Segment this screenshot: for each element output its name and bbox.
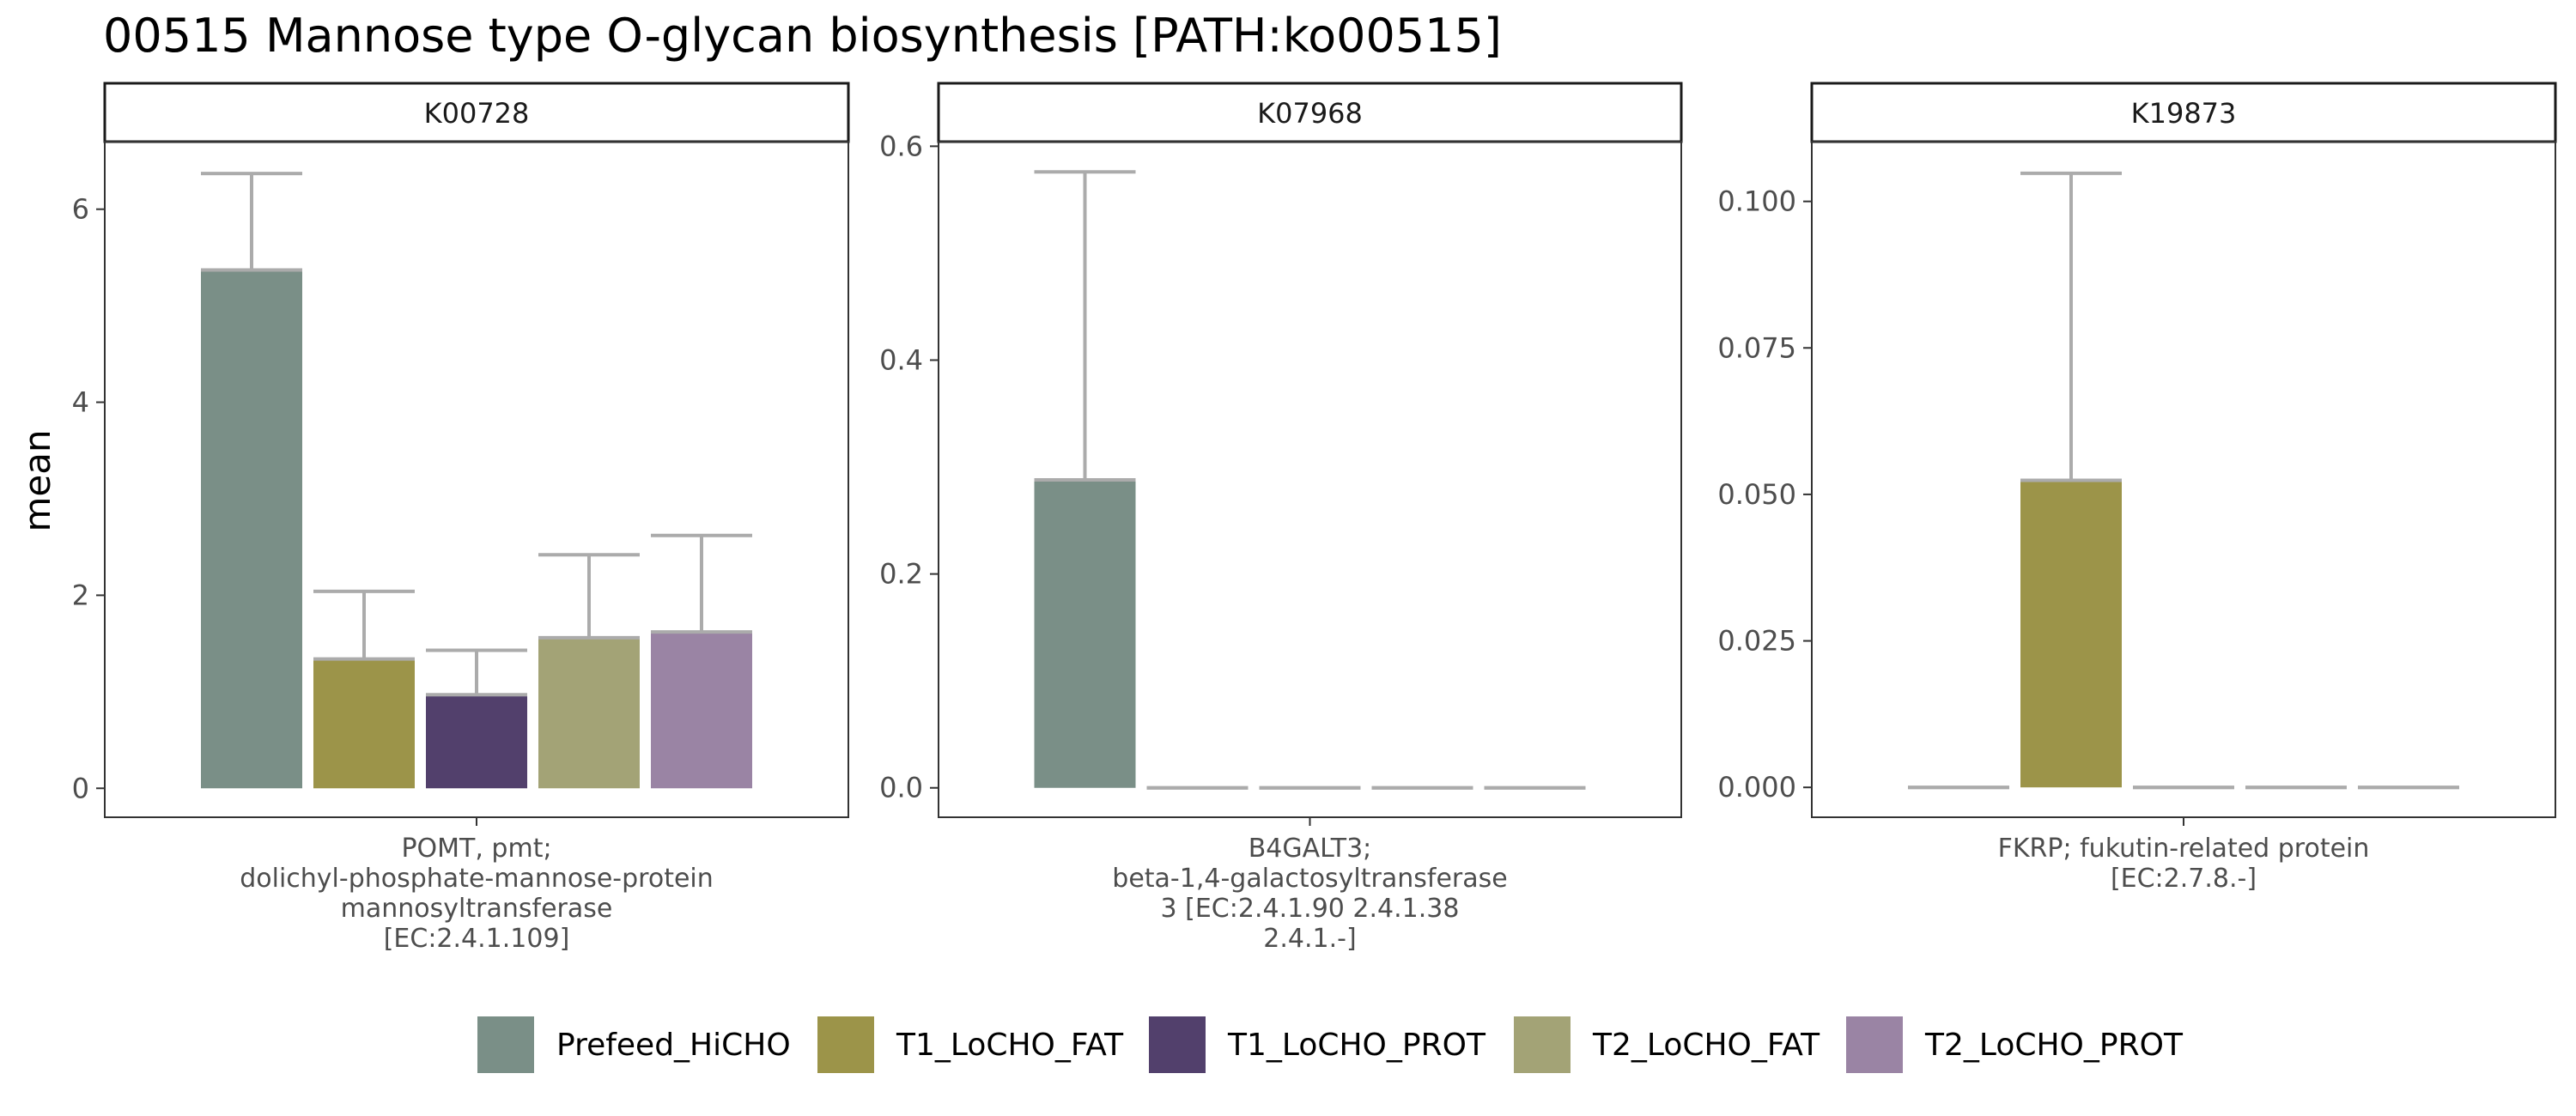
x-tick-label: [EC:2.4.1.109] <box>384 924 570 954</box>
x-tick-label: POMT, pmt; <box>401 834 551 864</box>
y-tick-label: 0.000 <box>1717 771 1796 804</box>
y-tick-label: 0.025 <box>1717 625 1796 658</box>
y-tick-label: 2 <box>72 579 89 611</box>
x-tick-label: 3 [EC:2.4.1.90 2.4.1.38 <box>1161 894 1460 924</box>
legend-key <box>477 1016 534 1073</box>
strip-header <box>937 82 1683 143</box>
panel-K19873: K19873 0.000 0.025 0.050 0.075 0.100 FKRP; fuk… <box>1717 82 2557 894</box>
y-tick-label: 0.0 <box>879 772 923 804</box>
bar <box>201 270 302 789</box>
strip-header <box>103 82 850 143</box>
y-tick-label: 0.4 <box>879 343 923 376</box>
panels: K00728 0 2 4 6 POMT, pmt;dolichyl-phosphate-m… <box>72 82 2557 954</box>
x-tick-label: dolichyl-phosphate-mannose-protein <box>240 864 714 894</box>
bar <box>2020 480 2122 788</box>
legend-label: T1_LoCHO_PROT <box>1227 1028 1486 1063</box>
x-tick-label: FKRP; fukutin-related protein <box>1998 834 2370 864</box>
legend: Prefeed_HiCHO T1_LoCHO_FAT T1_LoCHO_PROT T2… <box>477 1016 2184 1073</box>
x-tick-label: mannosyltransferase <box>341 894 613 924</box>
legend-key <box>1846 1016 1903 1073</box>
y-tick-label: 4 <box>72 386 89 419</box>
strip-label: K19873 <box>2131 97 2237 130</box>
legend-key <box>1149 1016 1206 1073</box>
y-tick-label: 0 <box>72 772 89 804</box>
chart-title: 00515 Mannose type O-glycan biosynthesis… <box>103 9 1502 63</box>
y-tick-label: 0.075 <box>1717 331 1796 364</box>
legend-label: T2_LoCHO_FAT <box>1592 1028 1820 1063</box>
legend-key <box>1514 1016 1571 1073</box>
bar <box>651 632 752 789</box>
panel-border <box>1811 141 2556 818</box>
panel-K00728: K00728 0 2 4 6 POMT, pmt;dolichyl-phosphate-m… <box>72 82 850 954</box>
legend-label: Prefeed_HiCHO <box>556 1028 791 1063</box>
bar <box>538 637 640 789</box>
y-tick-label: 0.100 <box>1717 185 1796 218</box>
x-tick-label: [EC:2.7.8.-] <box>2111 864 2257 894</box>
x-tick-label: 2.4.1.-] <box>1263 924 1356 954</box>
y-tick-label: 0.050 <box>1717 478 1796 511</box>
y-axis-label: mean <box>16 429 58 531</box>
legend-key <box>817 1016 874 1073</box>
x-tick-label: beta-1,4-galactosyltransferase <box>1112 864 1507 894</box>
bar <box>426 694 527 789</box>
strip-label: K00728 <box>424 97 530 130</box>
legend-label: T2_LoCHO_PROT <box>1924 1028 2184 1063</box>
strip-label: K07968 <box>1257 97 1363 130</box>
legend-label: T1_LoCHO_FAT <box>896 1028 1124 1063</box>
panel-K07968: K07968 0.0 0.2 0.4 0.6 B4GALT3;beta-1,4-galac… <box>879 82 1683 954</box>
bar <box>1034 479 1136 788</box>
y-tick-label: 6 <box>72 193 89 226</box>
y-tick-label: 0.2 <box>879 558 923 591</box>
y-tick-label: 0.6 <box>879 130 923 162</box>
bar <box>313 658 415 789</box>
x-tick-label: B4GALT3; <box>1249 834 1372 864</box>
strip-header <box>1810 82 2557 143</box>
